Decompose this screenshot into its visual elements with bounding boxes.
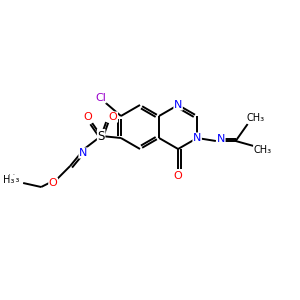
Text: O: O <box>109 112 118 122</box>
Text: CH₃: CH₃ <box>254 145 272 155</box>
Text: S: S <box>98 130 105 142</box>
Text: O: O <box>174 171 182 181</box>
Text: N: N <box>79 148 87 158</box>
Text: O: O <box>49 178 58 188</box>
Text: Cl: Cl <box>95 93 106 103</box>
Text: CH₃: CH₃ <box>247 113 265 123</box>
Text: N: N <box>217 134 225 144</box>
Text: O: O <box>84 112 92 122</box>
Text: H₃: H₃ <box>8 174 20 184</box>
Text: H₃: H₃ <box>4 175 15 185</box>
Text: N: N <box>174 100 182 110</box>
Text: N: N <box>193 133 201 143</box>
